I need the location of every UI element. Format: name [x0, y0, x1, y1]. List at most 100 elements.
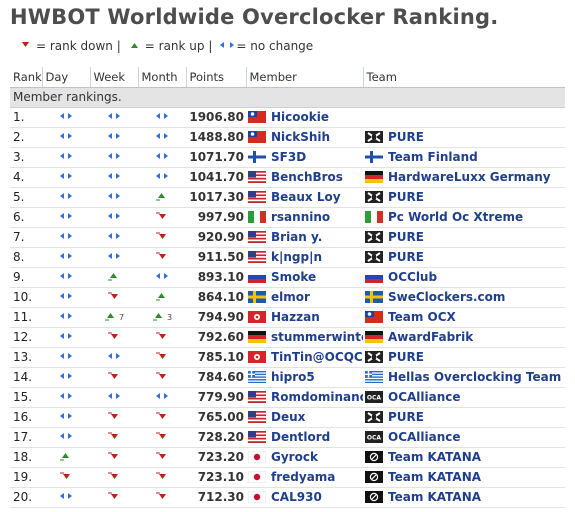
member-link[interactable]: hipro5 [271, 370, 315, 384]
team-link[interactable]: HardwareLuxx Germany [388, 170, 551, 184]
member-link[interactable]: Beaux Loy [271, 190, 341, 204]
country-flag-icon [248, 231, 266, 243]
team-link[interactable]: OCAlliance [388, 390, 461, 404]
member-link[interactable]: Brian y. [271, 230, 323, 244]
team-link[interactable]: SweClockers.com [388, 290, 506, 304]
table-row: 11. 7 3 794.90 Hazzan Team OCX [10, 307, 565, 328]
rank-cell: 4. [10, 167, 42, 188]
rank-down-icon [155, 490, 169, 504]
member-cell: Brian y. [246, 227, 363, 248]
member-link[interactable]: Dentlord [271, 430, 331, 444]
header-week[interactable]: Week [89, 67, 138, 88]
rank-cell: 12. [10, 327, 42, 348]
team-link[interactable]: PURE [388, 350, 424, 364]
rank-cell: 9. [10, 267, 42, 288]
member-link[interactable]: rsannino [271, 210, 331, 224]
no-change-icon [59, 150, 73, 164]
no-change-icon [59, 130, 73, 144]
team-link[interactable]: Hellas Overclocking Team [388, 370, 562, 384]
member-link[interactable]: SF3D [271, 150, 307, 164]
member-cell: CAL930 [246, 487, 363, 508]
country-flag-icon [248, 431, 266, 443]
team-flag-icon [365, 291, 383, 303]
member-link[interactable]: NickShih [271, 130, 331, 144]
member-cell: Gyrock [246, 447, 363, 468]
member-link[interactable]: stummerwinter [271, 330, 363, 344]
team-link[interactable]: Team OCX [388, 310, 456, 324]
team-link[interactable]: PURE [388, 190, 424, 204]
team-link[interactable]: Team Finland [388, 150, 478, 164]
team-cell: PURE [363, 407, 565, 428]
week-change-cell [90, 247, 138, 268]
team-link[interactable]: PURE [388, 230, 424, 244]
team-link[interactable]: Team KATANA [388, 490, 482, 504]
rank-down-icon [18, 39, 36, 53]
legend-down-label: = rank down | [36, 39, 121, 53]
week-change-cell [90, 287, 138, 308]
team-link[interactable]: OCAlliance [388, 430, 461, 444]
points-cell: 1071.70 [186, 147, 246, 168]
member-link[interactable]: Smoke [271, 270, 317, 284]
member-link[interactable]: CAL930 [271, 490, 322, 504]
member-link[interactable]: Hicookie [271, 110, 329, 124]
legend-down: = rank down | [18, 39, 121, 53]
header-member[interactable]: Member [245, 67, 363, 88]
team-link[interactable]: PURE [388, 410, 424, 424]
no-change-icon [107, 150, 121, 164]
month-change-cell [138, 267, 186, 288]
header-rank[interactable]: Rank [10, 67, 42, 88]
rank-down-icon [155, 210, 169, 224]
team-flag-icon [365, 131, 383, 143]
country-flag-icon [248, 191, 266, 203]
member-link[interactable]: k|ngp|n [271, 250, 323, 264]
team-link[interactable]: Pc World Oc Xtreme [388, 210, 524, 224]
day-change-cell [42, 467, 90, 488]
member-link[interactable]: Romdominance [271, 390, 363, 404]
rank-cell: 20. [10, 487, 42, 508]
team-flag-icon [365, 191, 383, 203]
rank-up-icon [155, 290, 169, 304]
rank-down-icon [155, 330, 169, 344]
member-link[interactable]: TinTin@OCQC [271, 350, 363, 364]
table-row: 15. 779.90 Romdominance OCA OCAlliance [10, 387, 565, 408]
member-cell: Smoke [246, 267, 363, 288]
team-cell: Team KATANA [363, 487, 565, 508]
member-link[interactable]: elmor [271, 290, 310, 304]
no-change-icon [59, 490, 73, 504]
week-change-cell [90, 367, 138, 388]
member-cell: TinTin@OCQC [246, 347, 363, 368]
member-link[interactable]: Hazzan [271, 310, 320, 324]
team-cell: OCA OCAlliance [363, 387, 565, 408]
change-legend: = rank down | = rank up | = no change [18, 39, 313, 53]
team-link[interactable]: PURE [388, 250, 424, 264]
team-link[interactable]: OCClub [388, 270, 438, 284]
header-month[interactable]: Month [137, 67, 186, 88]
header-day[interactable]: Day [41, 67, 90, 88]
rank-down-icon [107, 470, 121, 484]
week-change-cell [90, 447, 138, 468]
member-link[interactable]: Gyrock [271, 450, 318, 464]
team-flag-icon [365, 371, 383, 383]
rank-cell: 5. [10, 187, 42, 208]
rank-cell: 16. [10, 407, 42, 428]
week-change-cell [90, 407, 138, 428]
week-change-cell [90, 487, 138, 508]
month-change-cell [138, 327, 186, 348]
table-row: 18. 723.20 Gyrock Team KATANA [10, 447, 565, 468]
member-link[interactable]: BenchBros [271, 170, 343, 184]
country-flag-icon [248, 351, 266, 363]
no-change-icon [59, 370, 73, 384]
team-link[interactable]: Team KATANA [388, 470, 482, 484]
header-team[interactable]: Team [362, 67, 565, 88]
header-points[interactable]: Points [185, 67, 246, 88]
member-link[interactable]: fredyama [271, 470, 336, 484]
team-flag-icon: OCA [365, 391, 383, 403]
member-link[interactable]: Deux [271, 410, 306, 424]
month-change-cell [138, 107, 186, 128]
team-link[interactable]: PURE [388, 130, 424, 144]
team-link[interactable]: AwardFabrik [388, 330, 474, 344]
no-change-icon [59, 210, 73, 224]
team-link[interactable]: Team KATANA [388, 450, 482, 464]
table-row: 19. 723.10 fredyama Team KATANA [10, 467, 565, 488]
member-cell: BenchBros [246, 167, 363, 188]
